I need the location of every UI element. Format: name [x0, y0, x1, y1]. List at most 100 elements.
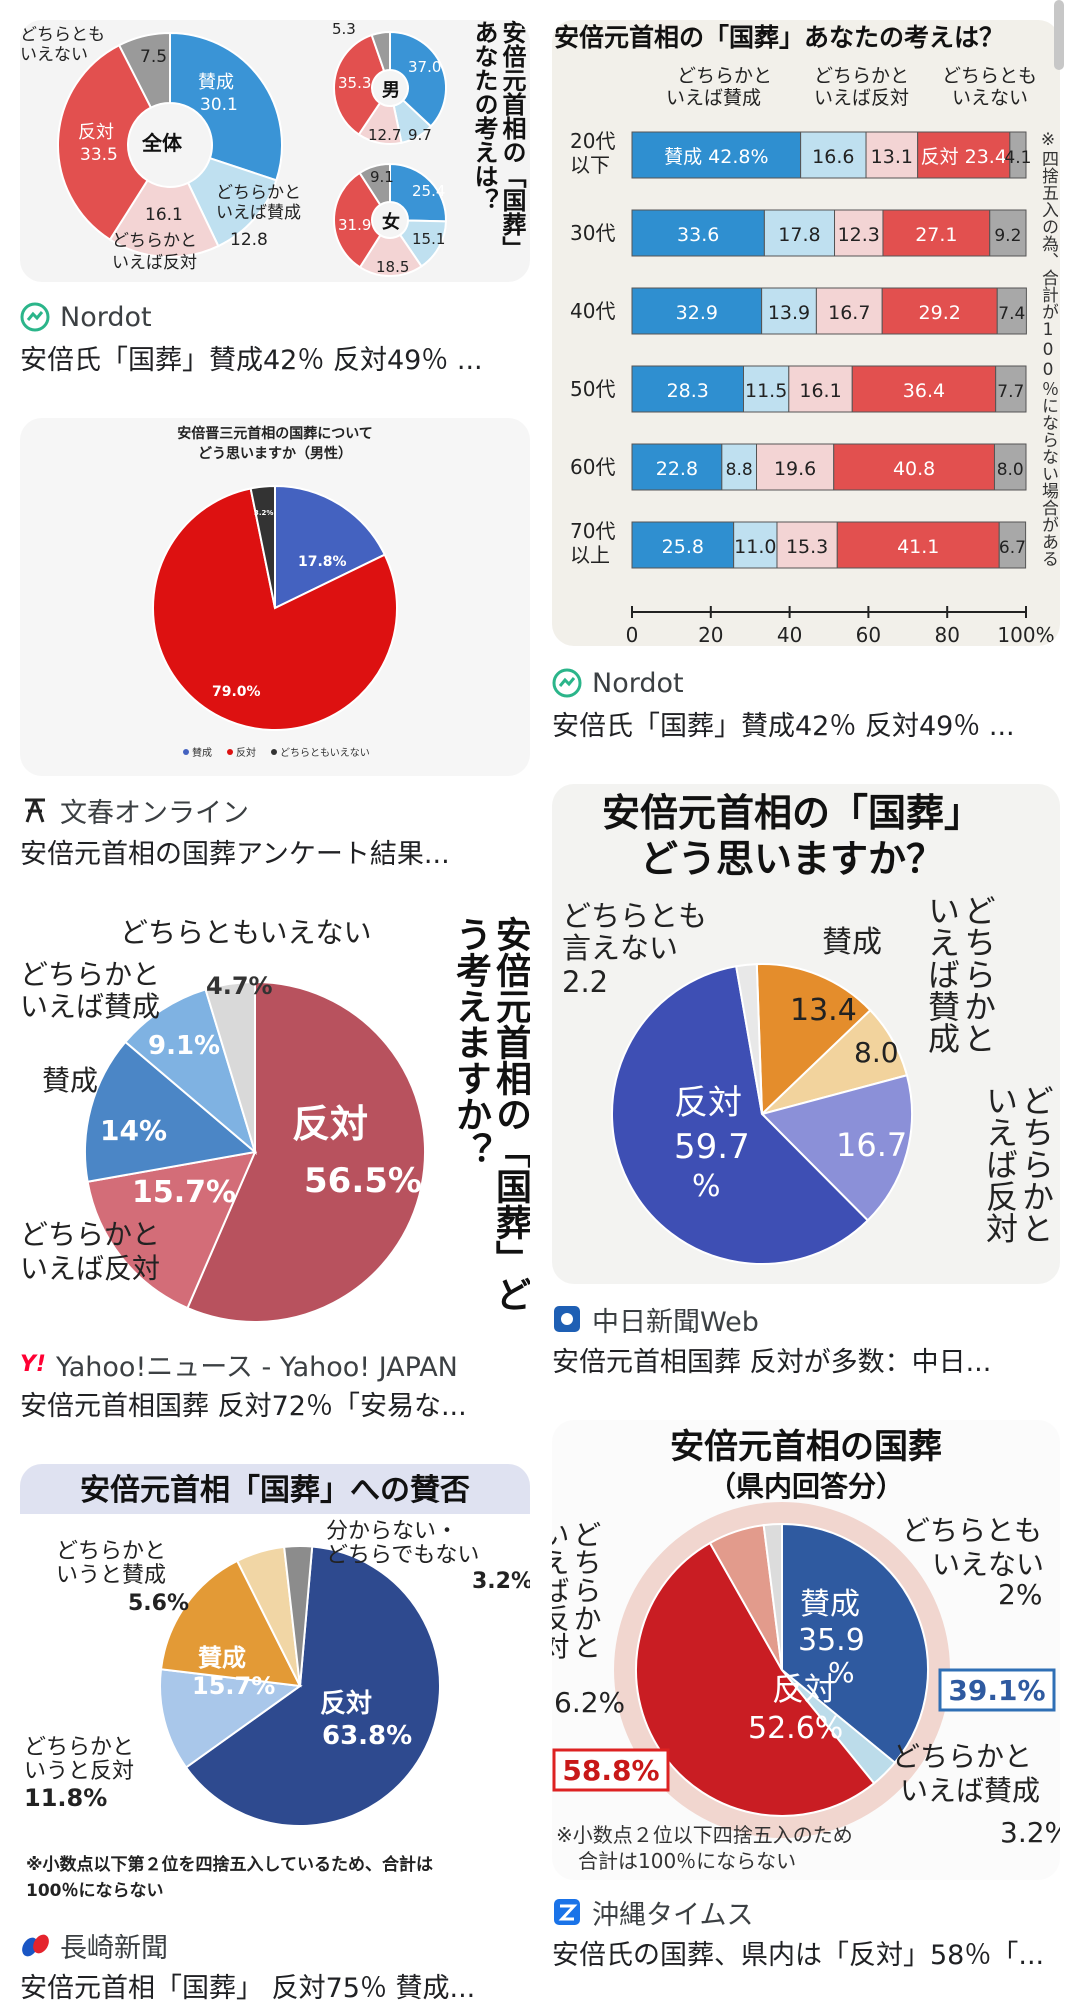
data-label: 18.5 [376, 258, 409, 276]
bar-segment [815, 287, 883, 335]
data-label: 33.6 [677, 224, 719, 246]
x-tick-label: 60 [856, 623, 881, 646]
chart-note: 合計は100％にならない [578, 1849, 796, 1873]
source-row[interactable]: Nordot [20, 300, 152, 334]
data-label: 3.2% [1000, 1816, 1060, 1849]
data-label: 41.1 [897, 536, 939, 558]
data-label: 59.7 [674, 1127, 750, 1167]
data-label: % [692, 1169, 721, 1204]
source-row[interactable]: Y! Yahoo!ニュース - Yahoo! JAPAN [20, 1347, 458, 1383]
data-label: 13.1 [871, 146, 913, 168]
data-label: 52.6% [748, 1711, 843, 1746]
data-label: 17.8% [298, 554, 347, 570]
x-tick-label: 100% [997, 623, 1054, 646]
data-label: 36.4 [903, 380, 945, 402]
bar-segment [733, 521, 778, 569]
category-label: 以上 [570, 543, 610, 567]
slice-label: 反対 [78, 122, 114, 143]
result-title[interactable]: 安倍元首相「国葬」 反対75％ 賛成... [20, 1973, 476, 2004]
pie-center-label: 全体 [141, 131, 183, 155]
data-label: 11.8% [24, 1784, 107, 1812]
source-row[interactable]: 長崎新聞 [20, 1928, 168, 1964]
data-label: 7.4 [998, 304, 1025, 324]
pie-slice [283, 1545, 314, 1687]
bar-segment [631, 443, 723, 491]
pie-slice [108, 179, 220, 258]
data-label: 5.6% [128, 1591, 189, 1616]
scrollbar[interactable] [1054, 0, 1064, 70]
data-label: 25.8 [662, 536, 704, 558]
result-title[interactable]: 安倍元首相の国葬アンケート結果... [20, 839, 450, 870]
result-image-1[interactable]: 全体 男 女 どちらとも いえない 賛成 反対 どちらかと いえば賛成 どちらか… [20, 20, 530, 282]
data-label: 9.2 [994, 226, 1021, 246]
data-label: 40.8 [893, 458, 935, 480]
pie-slice [186, 156, 278, 248]
pie-slice [760, 1074, 913, 1222]
x-tick-label: 20 [698, 623, 723, 646]
result-image-4[interactable]: 安倍元首相「国葬」への賛否 分からない・ どちらでもない どちらかと いうと賛成… [20, 1464, 530, 1912]
slice-label: 反対 [772, 1670, 836, 1708]
pie-slice [358, 233, 423, 277]
nordot-icon [552, 668, 582, 698]
bar-segment [834, 209, 884, 257]
source-name: Nordot [60, 301, 152, 333]
chart-title: 安倍晋三元首相の国葬について [177, 425, 373, 442]
legend-item: いえば反対 [814, 87, 909, 109]
category-label: 40代 [570, 299, 615, 323]
data-label: 56.5% [304, 1161, 422, 1201]
slice-label: 賛成 [800, 1587, 860, 1622]
slice-label: どちらかと [216, 183, 301, 203]
data-label: 12.7 [368, 126, 401, 144]
pie-slice [781, 1522, 929, 1765]
result-title[interactable]: 安倍氏「国葬」賛成42％ 反対49％ ... [20, 345, 483, 376]
result-image-3[interactable]: どちらともいえない どちらかと いえば賛成 賛成 どちらかと いえば反対 反対 … [20, 912, 530, 1332]
data-label: 16.1 [145, 205, 183, 225]
pie-center-label: 男 [382, 80, 400, 101]
source-row[interactable]: Nordot [552, 666, 684, 700]
bar-segment [882, 209, 991, 257]
slice-label: どちらかと [20, 1218, 160, 1251]
chart-subtitle: どう思いますか？ [640, 837, 944, 881]
pie-slice [117, 31, 171, 109]
legend-item: 賛成 [192, 746, 212, 759]
data-label: 4.7% [206, 972, 273, 1000]
legend-item: どちらとも [942, 65, 1037, 87]
data-label: 9.1 [370, 168, 394, 186]
result-image-7[interactable]: 安倍元首相の国葬 （県内回答分） 反対 賛成 どちらとも いえない どちらかと … [552, 1420, 1060, 1880]
pie-slice [333, 171, 382, 269]
slice-label: いえば反対 [112, 253, 197, 273]
source-row[interactable]: 沖縄タイムス [552, 1895, 753, 1931]
data-label: 11.5 [745, 380, 787, 402]
category-label: 30代 [570, 221, 615, 245]
data-label: % [828, 1656, 855, 1689]
data-label: 12.8 [230, 230, 268, 250]
source-name: Nordot [592, 667, 684, 699]
result-title[interactable]: 安倍氏「国葬」賛成42％ 反対49％ ... [552, 711, 1015, 742]
pie-center-label: 女 [382, 211, 400, 233]
slice-label: いえば賛成 [216, 203, 301, 223]
legend-item: いえない [952, 87, 1028, 109]
data-label: 16.1 [799, 380, 841, 402]
result-title[interactable]: 安倍元首相国葬 反対72％「安易な... [20, 1391, 467, 1422]
data-label: 63.8% [322, 1721, 412, 1751]
data-label: 32.9 [676, 302, 718, 324]
data-label: 7.5 [140, 47, 167, 67]
data-label: 37.0 [408, 58, 441, 76]
slice-label: どちらかと [892, 1740, 1032, 1773]
result-image-5[interactable]: 安倍元首相の「国葬」あなたの考えは？ どちらかと いえば賛成 どちらかと いえば… [552, 20, 1060, 646]
slice-label: どちらでもない [326, 1543, 479, 1568]
bar-segment [631, 209, 765, 257]
data-label: 4.1 [1004, 148, 1031, 168]
slice-label: 賛成 [42, 1064, 98, 1097]
source-row[interactable]: 中日新聞Web [552, 1302, 759, 1338]
result-image-2[interactable]: 安倍晋三元首相の国葬について どう思いますか（男性） 17.8% 79.0% 3.2… [20, 418, 530, 776]
slice-label: 反対 [674, 1083, 742, 1123]
data-label: 27.1 [915, 224, 957, 246]
slice-label: 反対 [292, 1102, 368, 1146]
result-title[interactable]: 安倍元首相国葬 反対が多数：中日... [552, 1347, 992, 1378]
result-image-6[interactable]: 安倍元首相の「国葬」 どう思いますか？ どちらとも 言えない 賛成 反対 13.… [552, 784, 1060, 1284]
total-label: 39.1% [948, 1674, 1045, 1707]
pie-slice [357, 101, 403, 145]
result-title[interactable]: 安倍氏の国葬、県内は「反対」58％「... [552, 1940, 1045, 1971]
source-row[interactable]: 文春オンライン [20, 793, 249, 829]
